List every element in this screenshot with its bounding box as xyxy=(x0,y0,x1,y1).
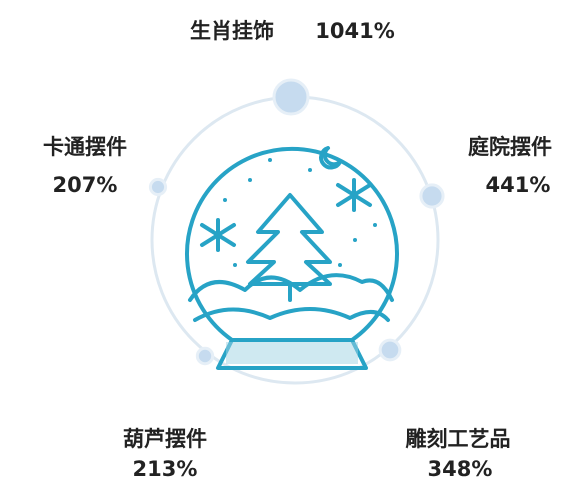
value-label: 213% xyxy=(133,457,198,481)
category-label: 雕刻工艺品 xyxy=(406,427,511,451)
value-label: 441% xyxy=(486,173,551,197)
category-label: 卡通摆件 xyxy=(43,135,127,159)
value-dot xyxy=(421,185,443,207)
value-dot xyxy=(380,340,400,360)
value-dot xyxy=(150,179,165,194)
category-label: 庭院摆件 xyxy=(468,135,552,159)
value-label: 348% xyxy=(428,457,493,481)
category-label: 葫芦摆件 xyxy=(123,427,207,451)
value-label: 207% xyxy=(53,173,118,197)
value-dot xyxy=(274,80,308,114)
snow-globe-illustration xyxy=(187,148,397,368)
value-label: 1041% xyxy=(315,19,395,43)
value-dot xyxy=(197,348,212,363)
category-label: 生肖挂饰 xyxy=(190,19,274,43)
chart: 生肖挂饰 1041% 庭院摆件 441% 雕刻工艺品 348% 葫芦摆件 213% 卡通摆件 20… xyxy=(0,0,567,485)
